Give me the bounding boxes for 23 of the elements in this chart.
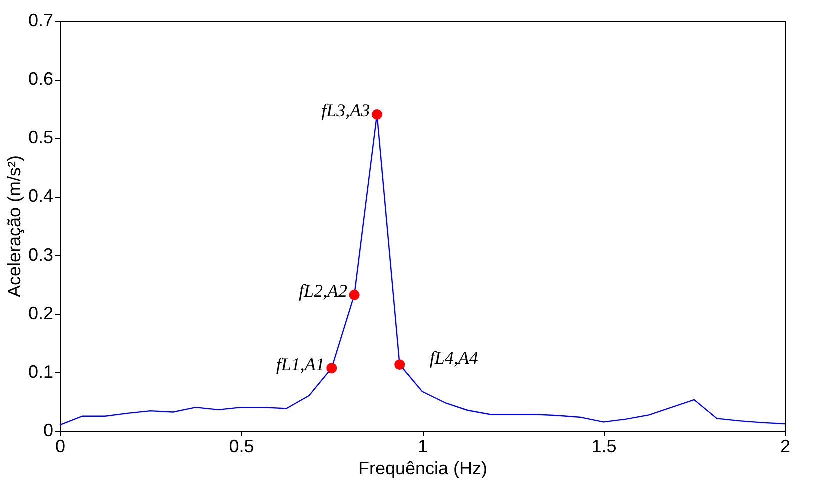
- y-tick-label: 0.6: [28, 69, 54, 90]
- x-tick-label: 2: [780, 436, 791, 456]
- y-tick-label: 0.1: [28, 362, 54, 382]
- x-tick-label: 0.5: [229, 436, 254, 456]
- y-tick-label: 0.2: [28, 303, 54, 324]
- annotation: fL2,A2: [299, 281, 348, 302]
- point: [326, 363, 338, 374]
- x-tick-label: 1.5: [592, 436, 617, 456]
- y-tick-label: 0.5: [28, 128, 54, 148]
- x-tick-label: 0: [55, 436, 66, 456]
- x-axis-title: Frequência (Hz): [358, 458, 488, 478]
- annotation: fL4,A4: [430, 348, 478, 368]
- y-tick-label: 0.4: [28, 186, 54, 206]
- y-tick-label: 0: [43, 420, 54, 440]
- point: [372, 109, 382, 120]
- annotation: fL1,A1: [276, 354, 325, 374]
- y-tick-label: 0.7: [28, 10, 54, 30]
- y-axis-title: Aceleração (m/s²): [4, 155, 24, 298]
- y-tick-label: 0.3: [28, 244, 54, 265]
- point: [349, 290, 360, 300]
- point: [394, 360, 406, 370]
- x-tick-label: 1: [418, 436, 428, 456]
- annotation: fL3,A3: [322, 100, 370, 121]
